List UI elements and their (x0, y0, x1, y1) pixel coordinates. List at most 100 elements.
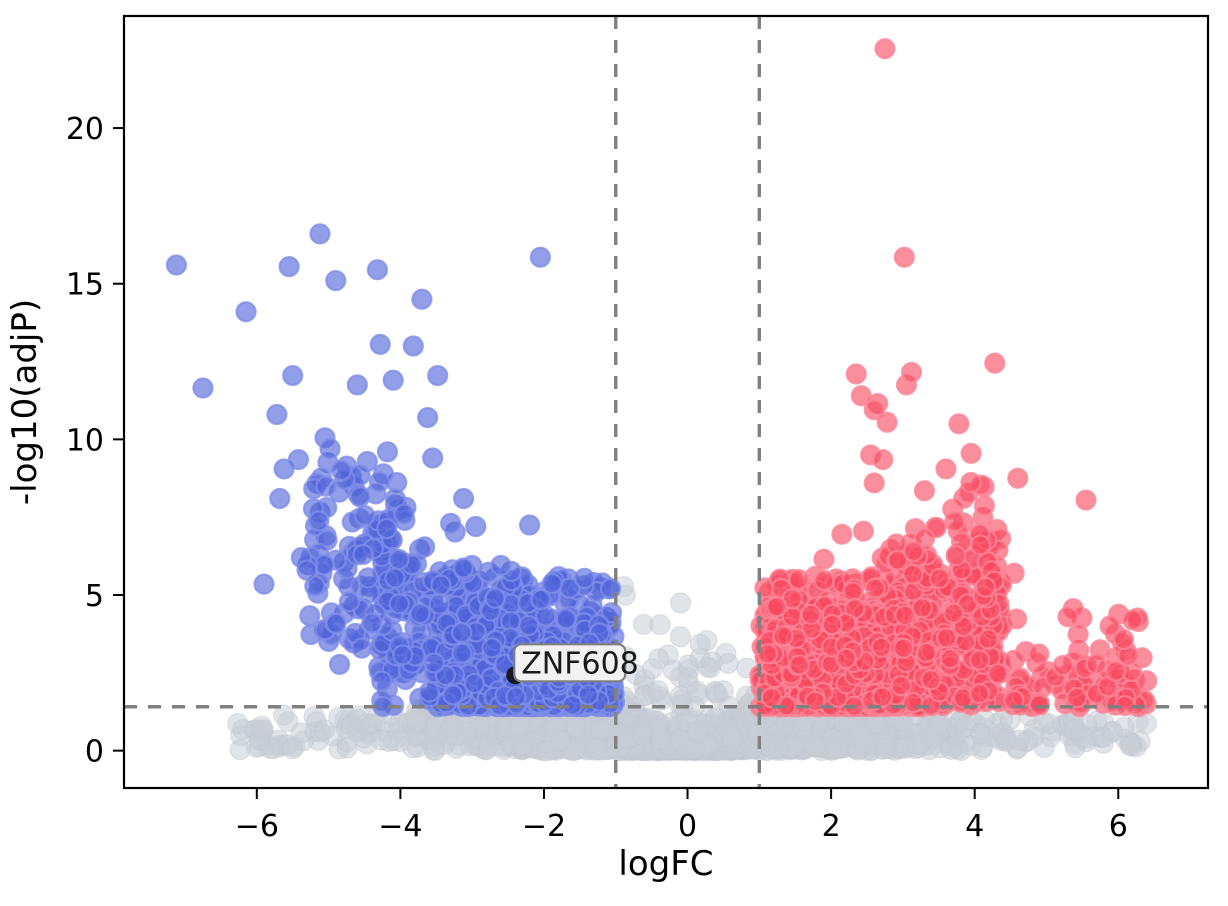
scatter-point (589, 718, 612, 741)
scatter-point (555, 608, 577, 630)
scatter-point (411, 288, 433, 310)
scatter-point (313, 719, 335, 741)
scatter-point (253, 573, 275, 595)
scatter-point (382, 369, 404, 391)
scatter-point (393, 503, 415, 525)
scatter-point (767, 736, 789, 758)
scatter-point (328, 653, 351, 676)
scatter-point (427, 364, 449, 387)
scatter-point (405, 710, 427, 732)
scatter-point (463, 672, 486, 695)
scatter-point (853, 732, 876, 754)
scatter-point (518, 614, 540, 637)
scatter-point (423, 652, 445, 674)
scatter-point (227, 712, 249, 735)
scatter-point (721, 727, 743, 749)
scatter-points-layer (165, 38, 1158, 762)
scatter-point (384, 567, 406, 589)
scatter-point (389, 730, 411, 752)
scatter-point (370, 729, 392, 751)
scatter-point (266, 403, 288, 426)
scatter-point (308, 510, 330, 532)
scatter-point (368, 471, 391, 493)
scatter-point (299, 605, 321, 627)
scatter-point (309, 223, 331, 245)
scatter-point (687, 720, 709, 742)
scatter-point (921, 726, 943, 749)
scatter-point (282, 364, 304, 387)
scatter-point (402, 335, 424, 357)
scatter-point (388, 548, 410, 571)
scatter-point (296, 559, 318, 581)
scatter-point (354, 504, 376, 527)
scatter-point (440, 512, 462, 535)
scatter-point (677, 654, 700, 676)
scatter-point (338, 591, 361, 613)
scatter-point (827, 738, 849, 760)
scatter-point (442, 684, 464, 706)
scatter-point (422, 447, 444, 469)
scatter-point (330, 459, 353, 482)
scatter-point (529, 246, 551, 268)
scatter-point (251, 715, 273, 737)
scatter-point (1038, 713, 1060, 735)
scatter-point (1113, 716, 1135, 738)
scatter-point (349, 486, 371, 508)
scatter-point (287, 448, 310, 471)
scatter-point (361, 612, 383, 634)
scatter-point (573, 567, 596, 589)
scatter-point (490, 554, 512, 577)
scatter-point (509, 715, 531, 738)
scatter-point (940, 738, 962, 760)
scatter-point (428, 593, 450, 615)
scatter-point (269, 487, 291, 510)
scatter-point (392, 644, 414, 666)
scatter-point (1093, 726, 1115, 749)
scatter-point (705, 682, 727, 704)
scatter-point (669, 626, 691, 648)
scatter-point (192, 377, 214, 399)
scatter-point (586, 738, 608, 760)
scatter-point (352, 543, 374, 566)
scatter-point (351, 637, 373, 659)
scatter-point (418, 681, 440, 703)
scatter-point (424, 739, 446, 762)
scatter-point (414, 536, 436, 558)
scatter-point (481, 637, 503, 659)
scatter-point (505, 686, 527, 708)
scatter-point (366, 259, 389, 281)
scatter-point (1008, 729, 1030, 751)
scatter-point (478, 733, 500, 755)
scatter-point (484, 587, 506, 609)
scatter-point (577, 684, 599, 706)
scatter-point (235, 301, 257, 323)
scatter-point (649, 614, 671, 636)
scatter-point (1075, 727, 1097, 749)
scatter-point (647, 680, 669, 702)
scatter-point (278, 255, 300, 278)
scatter-point (512, 734, 534, 756)
scatter-point (452, 487, 475, 510)
scatter-point (281, 738, 303, 760)
scatter-point (229, 739, 251, 761)
scatter-point (371, 670, 393, 692)
scatter-point (874, 738, 896, 760)
scatter-point (325, 270, 347, 292)
scatter-point (376, 517, 398, 540)
scatter-point (315, 475, 337, 497)
scatter-point (668, 729, 690, 751)
scatter-point (409, 602, 431, 625)
scatter-point (319, 438, 341, 460)
scatter-point (631, 724, 653, 746)
scatter-point (441, 716, 463, 738)
scatter-point (357, 567, 379, 589)
scatter-point (165, 254, 188, 276)
scatter-point (465, 515, 487, 538)
scatter-point (960, 734, 982, 757)
scatter-point (451, 642, 473, 664)
scatter-point (417, 406, 439, 429)
scatter-point (452, 557, 474, 579)
scatter-point (430, 574, 452, 596)
